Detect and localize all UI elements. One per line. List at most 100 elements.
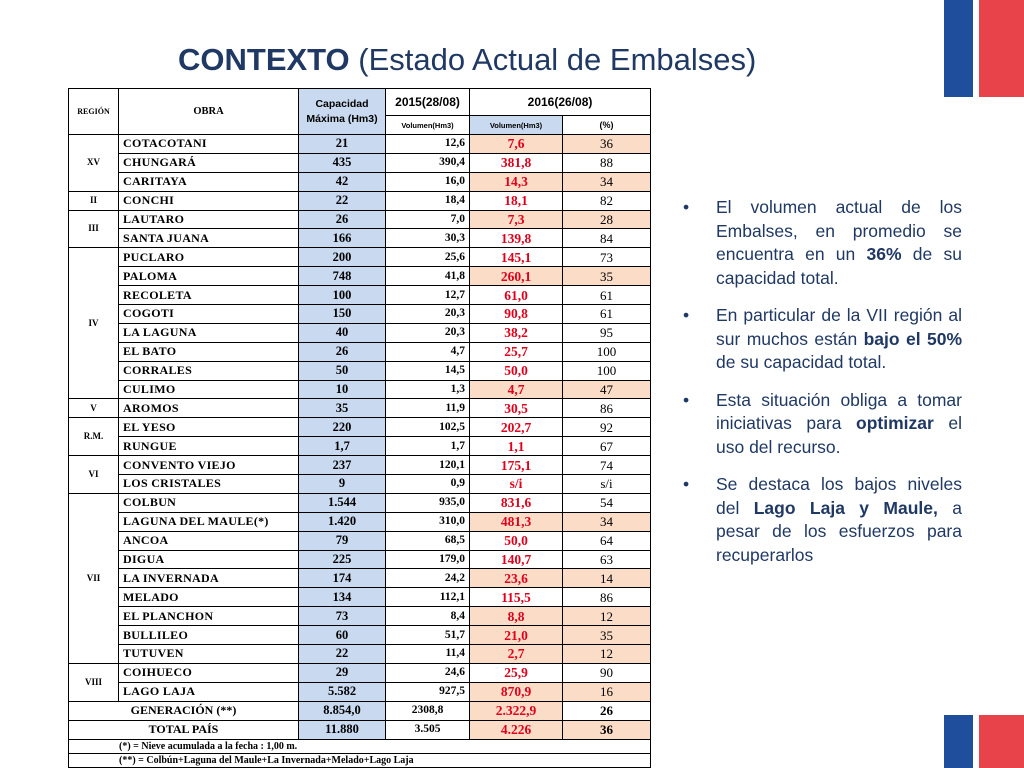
header-obra: OBRA [118,88,299,135]
bullet-icon: • [683,474,690,494]
volumen-2016-cell: 38,2 [469,322,563,343]
generacion-label: GENERACIÓN (**) [68,700,299,721]
bullet-text: de su capacidad total. [716,244,962,288]
bullet-text: Esta situación obliga a tomar iniciativa… [716,389,962,434]
bullet-item: • En particular de la VII región al sur m… [680,304,962,375]
note-text: (*) = Nieve acumulada a la fecha : 1,00 … [68,738,651,754]
volumen-2015-cell: 120,1 [385,455,470,476]
percent-cell: 36 [562,134,651,154]
obra-cell: AROMOS [118,398,299,419]
bullet-text-bold: Lago Laja y Maule, [753,497,938,518]
volumen-2015-cell: 68,5 [385,530,470,551]
capacidad-cell: 22 [298,190,386,211]
reservoir-table-container: REGIÓN OBRA Capacidad Máxima (Hm3) 2015(… [68,88,651,768]
note-row: (**) = Colbún+Laguna del Maule+La Invern… [68,752,651,768]
percent-cell: 54 [562,492,651,513]
percent-cell: 95 [562,322,651,343]
note-row: (*) = Nieve acumulada a la fecha : 1,00 … [68,738,651,754]
volumen-2015-cell: 7,0 [385,209,470,230]
bullet-text: a pesar de los esfuerzos para recuperarl… [716,497,962,565]
obra-cell: PALOMA [118,266,299,287]
region-cell: XV [68,134,119,192]
percent-cell: 100 [562,360,651,381]
volumen-2016-cell: 145,1 [469,247,563,268]
volumen-2016-cell: 202,7 [469,417,563,438]
volumen-2015-cell: 4,7 [385,341,470,362]
obra-cell: TUTUVEN [118,644,299,664]
volumen-2016-cell: 175,1 [469,455,563,476]
capacidad-cell: 166 [298,228,386,249]
capacidad-cell: 50 [298,360,386,381]
capacidad-cell: 60 [298,625,386,646]
chile-flag-top-decoration [944,0,1024,97]
percent-cell: 74 [562,455,651,476]
region-cell: II [68,190,119,211]
obra-cell: CARITAYA [118,171,299,192]
table-row: R.M. EL YESO 220 102,5 202,7 92 [68,417,651,457]
capacidad-cell: 435 [298,152,386,173]
volumen-2016-cell: 7,3 [469,209,563,230]
percent-cell: s/i [562,474,651,494]
generacion-percent: 26 [562,700,651,721]
capacidad-cell: 5.582 [298,681,386,702]
table-row: III LAUTARO 26 7,0 7,3 28 [68,209,651,249]
obra-cell: MELADO [118,587,299,608]
generacion-row: GENERACIÓN (**) 8.854,0 2308,8 2.322,9 26 [68,700,651,721]
volumen-2015-cell: 310,0 [385,511,470,532]
volumen-2015-cell: 102,5 [385,417,470,438]
header-year-2016: 2016(26/08) [469,88,651,116]
bullet-text: Se destaca los bajos niveles del [716,474,962,518]
capacidad-cell: 40 [298,322,386,343]
obra-cell: PUCLARO [118,247,299,268]
region-cell: III [68,209,119,249]
capacidad-cell: 100 [298,285,386,306]
obra-cell: COGOTI [118,304,299,324]
bullet-text: En particular de la VII región al sur mu… [716,305,962,349]
bullet-icon: • [683,389,690,410]
obra-cell: CORRALES [118,360,299,381]
table-row: LA INVERNADA 174 24,2 23,6 14 [69,568,651,589]
total-capacidad: 11.880 [298,719,386,740]
percent-cell: 28 [562,209,651,230]
percent-cell: 67 [562,436,651,457]
obra-cell: CHUNGARÁ [118,152,299,173]
capacidad-cell: 29 [298,662,386,683]
title-bold: CONTEXTO [178,42,350,77]
bullet-icon: • [683,305,690,325]
table-row: MELADO 134 112,1 115,5 86 [69,587,651,608]
obra-cell: LAUTARO [118,209,299,230]
percent-cell: 12 [562,644,651,664]
table-row: PALOMA 748 41,8 260,1 35 [69,266,651,287]
obra-cell: BULLILEO [118,625,299,646]
obra-cell: DIGUA [118,549,299,570]
header-capacidad-line2: Máxima (Hm3) [306,112,378,125]
volumen-2016-cell: s/i [469,474,563,494]
bullet-text-bold: bajo el 50% [863,328,963,349]
percent-cell: 61 [562,285,651,306]
volumen-2015-cell: 927,5 [385,681,470,702]
percent-cell: 35 [562,625,651,646]
volumen-2015-cell: 1,3 [385,379,470,400]
obra-cell: LAGO LAJA [118,681,299,702]
chile-flag-bottom-decoration [944,715,1024,768]
header-region: REGIÓN [68,88,119,135]
volumen-2015-cell: 935,0 [385,492,470,513]
volumen-2015-cell: 20,3 [385,322,470,343]
volumen-2016-cell: 25,9 [469,662,563,683]
percent-cell: 64 [562,530,651,551]
capacidad-cell: 21 [298,134,386,154]
volumen-2015-cell: 1,7 [385,436,470,457]
percent-cell: 34 [562,171,651,192]
volumen-2016-cell: 18,1 [469,190,563,211]
volumen-2016-cell: 140,7 [469,549,563,570]
region-cell: VIII [68,662,119,702]
volumen-2015-cell: 24,6 [385,662,470,683]
volumen-2015-cell: 390,4 [385,152,470,173]
header-capacidad-line1: Capacidad [315,97,369,110]
table-row: VII COLBUN 1.544 935,0 831,6 54 [68,492,651,664]
volumen-2016-cell: 21,0 [469,625,563,646]
volumen-2015-cell: 8,4 [385,606,470,627]
total-row: TOTAL PAÍS 11.880 3.505 4.226 36 [68,719,651,740]
table-row: BULLILEO 60 51,7 21,0 35 [69,625,651,646]
table-row: ANCOA 79 68,5 50,0 64 [69,530,651,551]
